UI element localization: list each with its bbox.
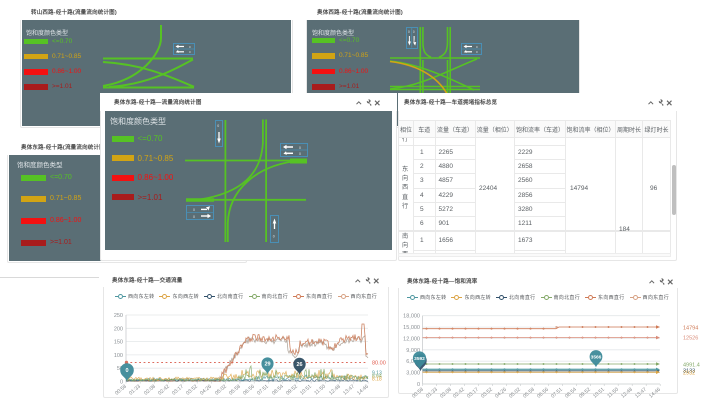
- svg-text:250: 250: [114, 313, 123, 319]
- svg-text:0: 0: [217, 124, 219, 128]
- svg-text:100: 100: [114, 353, 123, 359]
- svg-text:3592: 3592: [414, 356, 425, 362]
- svg-text:15,000: 15,000: [403, 325, 420, 331]
- svg-text:12526: 12526: [683, 336, 698, 342]
- svg-text:0: 0: [417, 382, 420, 388]
- svg-text:0: 0: [189, 45, 191, 49]
- svg-text:3,000: 3,000: [406, 371, 420, 377]
- svg-text:200: 200: [114, 326, 123, 332]
- svg-text:12,000: 12,000: [403, 337, 420, 343]
- svg-text:0: 0: [408, 30, 410, 34]
- svg-text:3133: 3133: [683, 369, 695, 375]
- svg-text:3566: 3566: [591, 355, 602, 361]
- svg-text:6,000: 6,000: [406, 359, 420, 365]
- svg-text:0: 0: [299, 146, 301, 150]
- svg-text:80.00: 80.00: [372, 361, 386, 367]
- svg-text:8.18: 8.18: [372, 377, 382, 383]
- svg-text:0: 0: [299, 152, 301, 156]
- svg-text:50: 50: [117, 366, 123, 372]
- svg-text:8.64: 8.64: [372, 374, 382, 380]
- svg-text:26: 26: [296, 362, 302, 368]
- svg-text:29: 29: [264, 362, 270, 368]
- svg-text:0: 0: [193, 208, 195, 212]
- svg-text:4991.4: 4991.4: [683, 362, 700, 368]
- svg-text:0: 0: [193, 215, 195, 219]
- svg-text:0: 0: [120, 380, 123, 386]
- svg-text:9.13: 9.13: [372, 371, 382, 377]
- svg-text:9,000: 9,000: [406, 348, 420, 354]
- svg-text:14794: 14794: [683, 325, 698, 331]
- svg-text:0: 0: [273, 234, 275, 238]
- svg-text:0: 0: [476, 45, 478, 49]
- svg-text:0: 0: [189, 50, 191, 54]
- svg-text:0: 0: [125, 368, 128, 374]
- svg-text:0: 0: [413, 30, 415, 34]
- svg-text:18,000: 18,000: [403, 314, 420, 320]
- svg-text:2932: 2932: [683, 370, 695, 376]
- svg-text:0: 0: [476, 50, 478, 54]
- svg-text:150: 150: [114, 340, 123, 346]
